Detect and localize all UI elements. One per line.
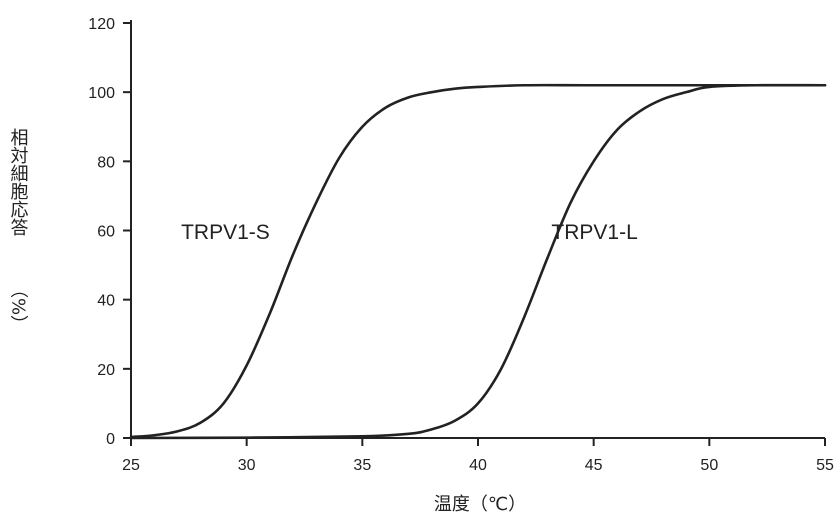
- series-labels: TRPV1-S TRPV1-L: [181, 221, 638, 244]
- x-axis-title: 温度（℃）: [434, 494, 526, 515]
- y-tick-label: 120: [88, 16, 115, 33]
- y-tick-label: 0: [106, 431, 115, 448]
- x-tick-label: 40: [469, 457, 487, 474]
- x-ticks: 25 30 35 40 45 50 55: [122, 438, 834, 474]
- series-label-trpv1-l: TRPV1-L: [551, 221, 637, 244]
- series-label-trpv1-s: TRPV1-S: [181, 221, 270, 244]
- y-ticks: 0 20 40 60 80 100 120: [88, 16, 131, 448]
- x-tick-label: 45: [585, 457, 603, 474]
- y-tick-label: 80: [97, 154, 115, 171]
- x-tick-label: 35: [353, 457, 371, 474]
- x-tick-label: 25: [122, 457, 140, 474]
- y-tick-label: 20: [97, 362, 115, 379]
- y-axis-title: 相対細胞応答: [8, 128, 29, 236]
- x-tick-label: 55: [816, 457, 834, 474]
- y-axis-unit: （%）: [8, 280, 29, 333]
- series-line-trpv1-s: [129, 83, 827, 439]
- y-tick-label: 100: [88, 85, 115, 102]
- y-tick-label: 40: [97, 293, 115, 310]
- series-lines: [129, 83, 827, 440]
- x-tick-label: 30: [238, 457, 256, 474]
- y-tick-label: 60: [97, 224, 115, 241]
- series-line-trpv1-l: [129, 83, 827, 440]
- x-tick-label: 50: [700, 457, 718, 474]
